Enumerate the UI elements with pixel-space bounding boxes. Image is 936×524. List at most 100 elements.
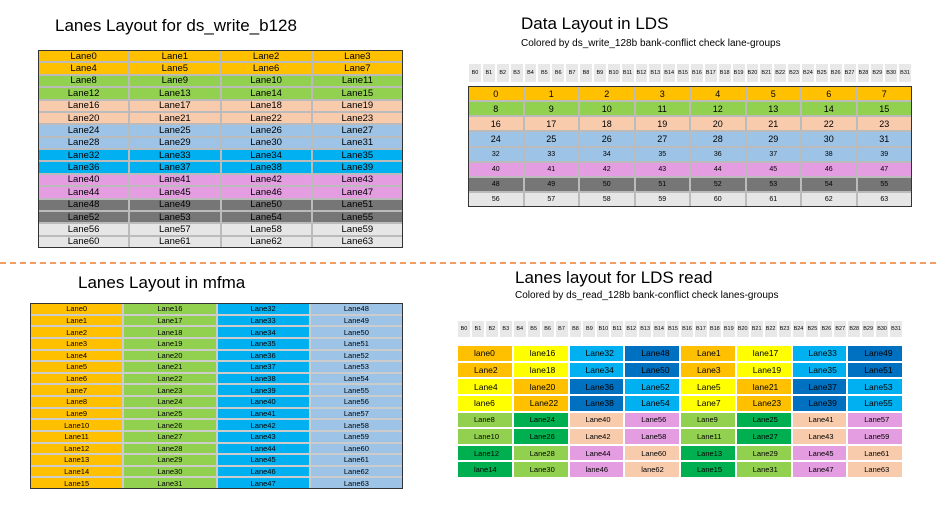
table-cell: Lane18 [220,99,312,112]
table-cell: 29 [745,131,801,147]
table-cell: Lane30 [123,465,217,478]
table-cell: Lane28 [123,442,217,455]
table-border [468,86,912,207]
table-cell: Lane7 [680,394,736,412]
table-cell: Lane49 [847,345,903,362]
table-cell: Lane27 [123,430,217,443]
table-cell: Lane58 [220,223,312,236]
table-cell: Lane34 [568,361,625,379]
table-cell: Lane33 [791,345,848,362]
table-cell: 27 [634,131,690,147]
table-cell: 25 [523,131,579,147]
table-cell: Lane39 [311,161,403,174]
table-cell: B7 [554,320,569,338]
table-cell: B27 [833,320,848,338]
table-cell: Lane26 [512,428,569,445]
table-cell: 38 [801,146,857,162]
table-cell: Lane30 [220,136,312,149]
table-cell: B29 [870,63,885,83]
table-cell: Lane6 [220,62,312,75]
table-cell: B23 [777,320,792,338]
table-cell: B16 [690,63,704,83]
table-cell: B9 [582,320,597,338]
table-cell: Lane2 [457,361,513,379]
table-cell: Lane9 [680,411,736,429]
table-cell: Lane49 [129,198,221,211]
table-cell: B12 [634,63,649,83]
table-cell: Lane29 [129,136,221,149]
table-cell: B8 [579,63,593,83]
table-cell: Lane19 [735,361,792,379]
table-cell: 12 [690,101,746,117]
table-cell: 22 [801,116,857,132]
table-cell: B5 [537,63,552,83]
table-cell: 28 [690,131,746,147]
table-cell: Lane43 [791,428,848,445]
table-cell: Lane5 [129,62,221,75]
table-cell: Lane57 [129,223,221,236]
table-cell: Lane17 [123,314,217,327]
table-cell: B11 [620,63,635,83]
table-cell: Lane53 [847,378,903,395]
table-cell: Lane41 [216,407,310,420]
table-border [30,303,403,489]
table-cell: Lane31 [735,461,792,478]
table-cell: Lane55 [847,394,903,412]
table-cell: 49 [523,176,579,192]
table-cell: Lane34 [216,326,310,338]
table-cell: Lane17 [129,99,221,112]
table-cell: B19 [721,320,736,338]
title: Lanes Layout for ds_write_b128 [55,16,297,35]
table-cell: Lane38 [216,372,310,385]
table-cell: Lane38 [568,394,625,412]
table-cell: Lane8 [457,411,513,429]
table-cell: 21 [745,116,801,132]
table-cell: Lane4 [457,378,513,395]
table-cell: Lane19 [123,337,217,350]
table-cell: B1 [481,63,496,83]
table-cell: Lane10 [457,428,513,445]
table-cell: B25 [805,320,820,338]
table-cell: B13 [648,63,663,83]
table-cell: Lane35 [791,361,848,379]
table-cell: Lane11 [680,428,736,445]
table-cell: 14 [801,101,857,117]
table-cell: Lane40 [38,173,130,187]
table-cell: Lane48 [624,345,680,362]
table-cell: B22 [773,63,788,83]
table-cell: B18 [707,320,722,338]
table-cell: 10 [579,101,635,117]
table-cell: lane62 [624,461,680,478]
table-cell: Lane25 [123,407,217,420]
table-cell: Lane33 [216,314,310,327]
table-cell: B3 [498,320,513,338]
table-cell: B5 [526,320,541,338]
table-cell: B16 [680,320,694,338]
table-cell: B1 [470,320,485,338]
table-cell: Lane39 [791,394,848,412]
table-cell: Lane54 [624,394,680,412]
table-cell: 51 [634,176,690,192]
table-cell: Lane43 [216,430,310,443]
table-cell: B0 [468,63,482,83]
table-cell: Lane46 [220,186,312,199]
table-cell: Lane42 [220,173,312,187]
table-cell: Lane9 [129,74,221,88]
table-cell: 26 [579,131,635,147]
table-cell: B30 [875,320,890,338]
table-cell: Lane37 [129,161,221,174]
table-cell: 18 [579,116,635,132]
table-cell: B24 [791,320,806,338]
table-cell: lane16 [512,345,569,362]
table-cell: B22 [763,320,778,338]
table-cell: lane0 [457,345,513,362]
table-cell: 52 [690,176,746,192]
table-cell: Lane20 [123,349,217,362]
table-cell: Lane53 [129,210,221,224]
table-cell: Lane46 [216,465,310,478]
table-cell: B18 [717,63,732,83]
table-cell: 20 [690,116,746,132]
table-cell: B26 [828,63,843,83]
table-cell: Lane43 [311,173,403,187]
